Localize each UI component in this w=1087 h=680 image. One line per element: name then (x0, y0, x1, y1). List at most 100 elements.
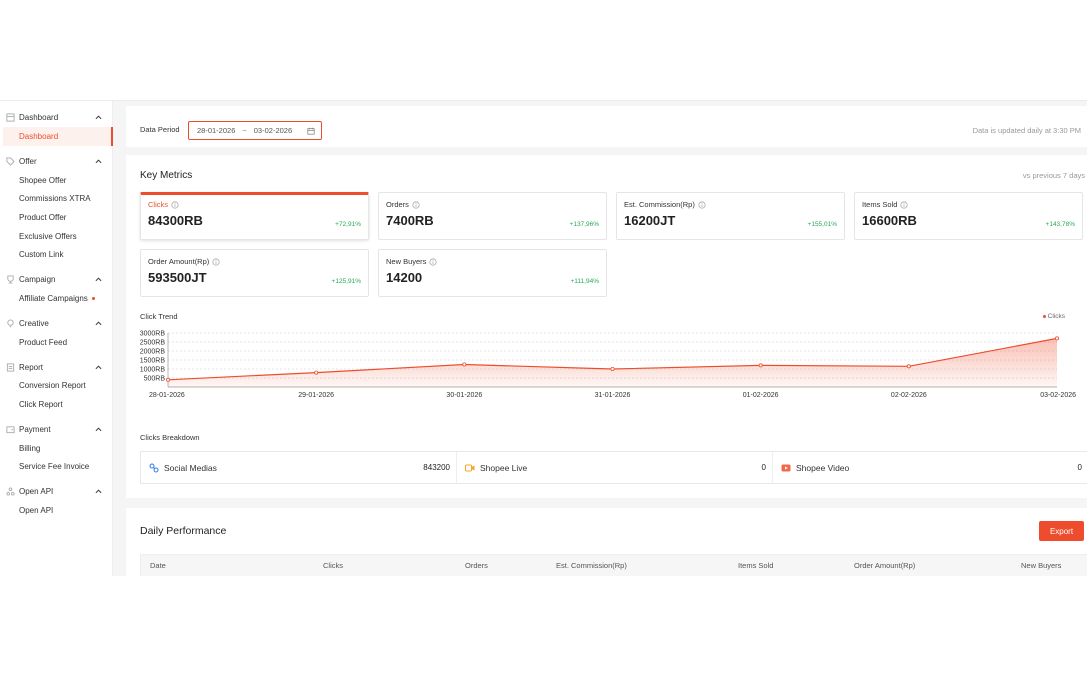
x-tick-label: 01-02-2026 (743, 392, 779, 399)
column-header-items-sold[interactable]: Items Sold (738, 561, 774, 570)
app-container: Dashboard Dashboard Offer Shopee Offer C… (0, 100, 1087, 576)
y-tick-label: 3000RB (140, 331, 166, 338)
breakdown-shopee-live[interactable]: Shopee Live 0 (457, 452, 773, 483)
sidebar-item-click-report[interactable]: Click Report (0, 395, 112, 414)
sidebar-group-header-campaign[interactable]: Campaign (0, 270, 112, 289)
metric-value: 16200JT (624, 213, 676, 228)
metric-card-orders[interactable]: Orders 7400RB +137,96% (378, 192, 607, 240)
metric-change: +111,94% (570, 278, 600, 285)
breakdown-value: 0 (761, 463, 766, 472)
info-icon[interactable] (698, 200, 706, 209)
metric-value: 16600RB (862, 213, 917, 228)
info-icon[interactable] (171, 200, 179, 209)
performance-table-header: Date Clicks Orders Est. Commission(Rp) I… (140, 554, 1087, 576)
column-header-order-amount[interactable]: Order Amount(Rp) (854, 561, 916, 570)
clicks-breakdown-title: Clicks Breakdown (140, 433, 200, 442)
data-point (462, 362, 467, 367)
chevron-up-icon[interactable] (95, 276, 102, 283)
metric-label-text: Items Sold (862, 200, 898, 209)
sidebar-group-label: Payment (19, 424, 51, 434)
sidebar-group-offer: Offer Shopee Offer Commissions XTRA Prod… (0, 152, 112, 264)
metric-card-items-sold[interactable]: Items Sold 16600RB +143,78% (854, 192, 1083, 240)
date-range-separator: ~ (242, 126, 247, 135)
trophy-icon (6, 275, 15, 284)
sidebar-item-label: Shopee Offer (19, 175, 67, 185)
sidebar-group-header-open-api[interactable]: Open API (0, 482, 112, 501)
breakdown-value: 843200 (423, 463, 450, 472)
info-icon[interactable] (900, 200, 909, 209)
y-tick-label: 2000RB (140, 349, 166, 356)
breakdown-label: Social Medias (164, 462, 217, 473)
chevron-up-icon[interactable] (95, 488, 102, 495)
column-header-clicks[interactable]: Clicks (323, 561, 343, 570)
chevron-up-icon[interactable] (95, 426, 102, 433)
metric-value: 14200 (386, 270, 423, 285)
sidebar-item-conversion-report[interactable]: Conversion Report (0, 377, 112, 396)
column-header-new-buyers[interactable]: New Buyers (1021, 561, 1062, 570)
sidebar-group-creative: Creative Product Feed (0, 314, 112, 352)
column-header-est-commission[interactable]: Est. Commission(Rp) (556, 561, 627, 570)
chevron-up-icon[interactable] (95, 364, 102, 371)
sidebar-item-dashboard[interactable]: Dashboard (3, 127, 113, 146)
export-button[interactable]: Export (1039, 521, 1084, 541)
sidebar-item-label: Service Fee Invoice (19, 462, 90, 472)
date-range-picker[interactable]: 28-01-2026 ~ 03-02-2026 (188, 121, 322, 140)
column-header-date[interactable]: Date (150, 561, 166, 570)
main-content: Data Period 28-01-2026 ~ 03-02-2026 Data… (126, 101, 1087, 576)
report-icon (6, 362, 15, 372)
sidebar-group-header-offer[interactable]: Offer (0, 152, 112, 171)
chevron-up-icon[interactable] (95, 158, 102, 165)
api-icon (6, 487, 15, 496)
data-point (610, 367, 615, 372)
metric-value: 7400RB (386, 213, 434, 228)
sidebar-item-product-offer[interactable]: Product Offer (0, 208, 112, 227)
tag-icon (6, 157, 15, 166)
daily-performance-title: Daily Performance (140, 525, 227, 537)
metric-label-text: New Buyers (386, 257, 427, 266)
data-period-card: Data Period 28-01-2026 ~ 03-02-2026 Data… (126, 106, 1087, 147)
sidebar-item-service-fee-invoice[interactable]: Service Fee Invoice (0, 458, 112, 477)
metric-label: Orders (386, 200, 420, 209)
breakdown-shopee-video[interactable]: Shopee Video 0 (773, 452, 1087, 483)
sidebar-item-exclusive-offers[interactable]: Exclusive Offers (0, 227, 112, 246)
metric-card-new-buyers[interactable]: New Buyers 14200 +111,94% (378, 249, 607, 297)
sidebar-group-header-report[interactable]: Report (0, 358, 112, 377)
metric-card-order-amount[interactable]: Order Amount(Rp) 593500JT +125,91% (140, 249, 369, 297)
sidebar-group-header-dashboard[interactable]: Dashboard (0, 108, 112, 127)
sidebar-item-affiliate-campaigns[interactable]: Affiliate Campaigns (0, 289, 112, 308)
sidebar-item-open-api[interactable]: Open API (0, 501, 112, 520)
column-header-orders[interactable]: Orders (465, 561, 488, 570)
chevron-up-icon[interactable] (95, 320, 102, 327)
metric-card-clicks[interactable]: Clicks 84300RB +72,91% (140, 192, 369, 240)
sidebar-group-campaign: Campaign Affiliate Campaigns (0, 270, 112, 308)
breakdown-value: 0 (1077, 463, 1082, 472)
sidebar-item-label: Product Offer (19, 212, 67, 222)
sidebar-item-shopee-offer[interactable]: Shopee Offer (0, 171, 112, 190)
click-trend-chart: 3000RB 2500RB 2000RB 1500RB 1000RB 500RB 28-01… (140, 331, 1076, 400)
breakdown-social-medias[interactable]: Social Medias 843200 (141, 452, 457, 483)
sidebar-group-header-payment[interactable]: Payment (0, 420, 112, 439)
info-icon[interactable] (212, 257, 220, 266)
sidebar-group-payment: Payment Billing Service Fee Invoice (0, 420, 112, 476)
metric-label-text: Clicks (148, 200, 168, 209)
y-tick-label: 1000RB (140, 367, 166, 374)
info-icon[interactable] (412, 200, 420, 209)
sidebar-group-dashboard: Dashboard Dashboard (0, 108, 113, 146)
chart-legend[interactable]: Clicks (1042, 313, 1065, 320)
sidebar-item-product-feed[interactable]: Product Feed (0, 333, 112, 352)
chevron-up-icon[interactable] (95, 114, 102, 121)
metric-label: Items Sold (862, 200, 909, 209)
sidebar-group-header-creative[interactable]: Creative (0, 314, 112, 333)
sidebar-item-label: Exclusive Offers (19, 231, 77, 241)
sidebar-item-custom-link[interactable]: Custom Link (0, 245, 112, 264)
sidebar-group-label: Campaign (19, 275, 56, 285)
sidebar-item-commissions-xtra[interactable]: Commissions XTRA (0, 189, 112, 208)
sidebar-item-billing[interactable]: Billing (0, 439, 112, 458)
live-icon (465, 464, 475, 471)
info-icon[interactable] (429, 257, 438, 266)
metric-label-text: Orders (386, 200, 409, 209)
sidebar-item-label: Click Report (19, 400, 63, 410)
metric-card-est-commission[interactable]: Est. Commission(Rp) 16200JT +155,01% (616, 192, 845, 240)
notification-dot (91, 296, 95, 300)
sidebar: Dashboard Dashboard Offer Shopee Offer C… (0, 101, 113, 576)
